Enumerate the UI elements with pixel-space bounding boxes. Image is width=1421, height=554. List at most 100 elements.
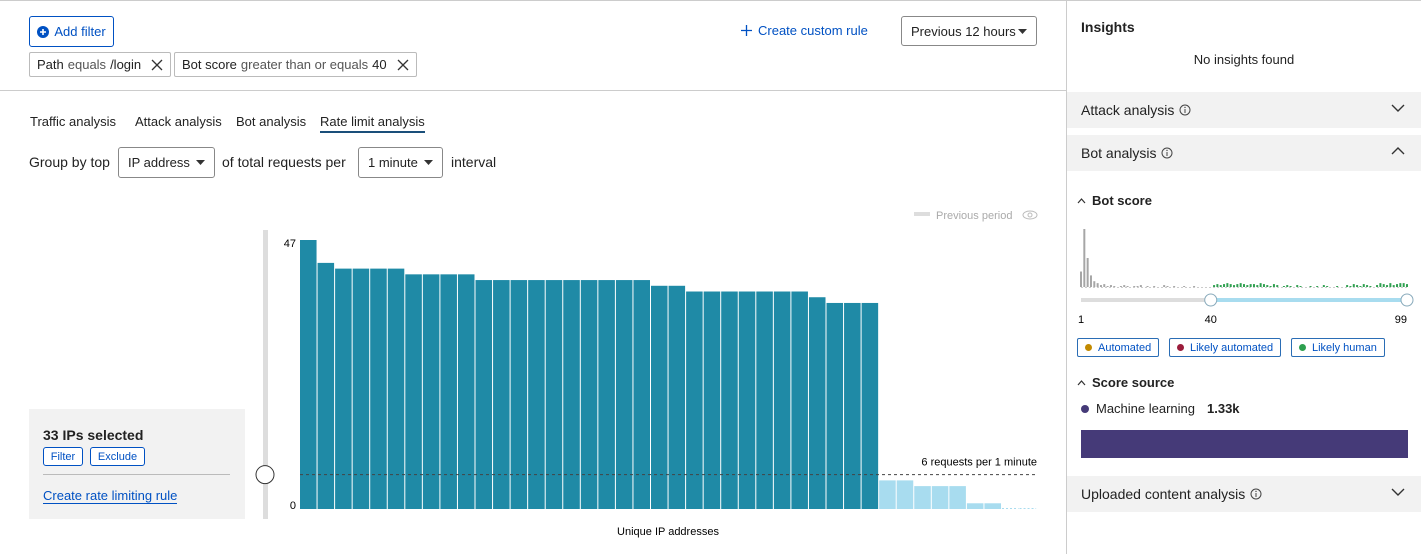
- filter-chip[interactable]: Path equals /login: [29, 52, 172, 77]
- histogram-bar: [1219, 285, 1222, 287]
- legend-chip[interactable]: Likely human: [1291, 338, 1385, 357]
- histogram-bar: [1183, 286, 1186, 287]
- legend-chip[interactable]: Likely automated: [1169, 338, 1282, 357]
- bar: [493, 280, 510, 509]
- legend-dot: [1177, 344, 1184, 351]
- bar: [580, 280, 598, 509]
- tab[interactable]: Attack analysis: [135, 114, 222, 129]
- insights-empty: No insights found: [1193, 52, 1295, 67]
- section-header[interactable]: Bot analysis: [1067, 135, 1421, 171]
- insights-title: Insights: [1081, 19, 1135, 35]
- bar: [651, 285, 668, 509]
- legend-chip[interactable]: Automated: [1077, 338, 1160, 357]
- legend-label: Previous period: [936, 210, 1012, 222]
- histogram-bar: [1322, 285, 1325, 287]
- selection-panel: 33 IPs selected Filter Exclude Create ra…: [29, 409, 245, 519]
- histogram-bar: [1216, 284, 1219, 287]
- legend-label: Likely automated: [1190, 341, 1274, 354]
- bar: [510, 280, 528, 509]
- histogram-bar: [1126, 286, 1129, 287]
- caret: [424, 160, 433, 165]
- bar: [370, 268, 387, 509]
- bar: [896, 480, 914, 509]
- section-header[interactable]: Attack analysis: [1067, 92, 1421, 128]
- bar: [773, 291, 791, 509]
- chevron: [1391, 147, 1405, 155]
- chevron: [1391, 488, 1405, 496]
- group-field-select[interactable]: IP address: [118, 147, 215, 178]
- source-bar: [1081, 430, 1408, 458]
- histogram-bar: [1089, 275, 1092, 287]
- histogram-bar: [1362, 284, 1365, 287]
- histogram-bar: [1083, 229, 1086, 287]
- subsection-title: Score source: [1092, 375, 1175, 390]
- remove-icon[interactable]: [397, 59, 409, 71]
- section-header[interactable]: Uploaded content analysis: [1067, 476, 1421, 512]
- histogram-bar: [1139, 285, 1142, 287]
- create-custom-rule[interactable]: Create custom rule: [741, 23, 868, 38]
- bar: [668, 285, 686, 509]
- histogram-bar: [1299, 286, 1302, 287]
- exclude-button[interactable]: Exclude: [90, 447, 145, 466]
- rate-rule-link[interactable]: Create rate limiting rule: [43, 488, 178, 504]
- histogram-bar: [1349, 286, 1352, 287]
- bar: [756, 291, 773, 509]
- slider-handle[interactable]: [1204, 293, 1218, 307]
- time-range-select[interactable]: Previous 12 hours: [901, 16, 1037, 46]
- link-label: Create custom rule: [758, 23, 868, 38]
- bar: [949, 486, 966, 509]
- legend-label: Likely human: [1312, 341, 1377, 354]
- y-tick-label: 47: [284, 238, 296, 250]
- filter-button[interactable]: Filter: [43, 447, 83, 466]
- bar: [615, 280, 633, 509]
- bar: [528, 280, 545, 509]
- bar: [633, 280, 650, 509]
- separator: [43, 474, 230, 475]
- histogram-bar: [1223, 284, 1226, 287]
- histogram-bar: [1392, 285, 1395, 287]
- histogram-bar: [1376, 285, 1379, 287]
- histogram-bar: [1236, 284, 1239, 287]
- filter-chip[interactable]: Bot score greater than or equals 40: [174, 52, 417, 77]
- histogram-bar: [1296, 285, 1299, 287]
- chip-operator: greater than or equals: [240, 57, 369, 72]
- histogram-bar: [1366, 285, 1369, 287]
- remove-icon[interactable]: [151, 59, 163, 71]
- score-source-heading[interactable]: Score source: [1077, 375, 1174, 390]
- histogram-bar: [1396, 284, 1399, 287]
- bar: [422, 274, 440, 509]
- bar: [686, 291, 703, 509]
- histogram-bar: [1136, 286, 1139, 287]
- histogram-bar: [1173, 286, 1176, 287]
- info-icon: [1250, 488, 1262, 500]
- source-name: Machine learning: [1096, 401, 1196, 416]
- section-title: Attack analysis: [1081, 102, 1175, 118]
- histogram-bar: [1359, 286, 1362, 287]
- tab[interactable]: Traffic analysis: [30, 114, 116, 129]
- chip-operator: equals: [67, 57, 107, 72]
- histogram-bar: [1352, 284, 1355, 287]
- tab[interactable]: Bot analysis: [236, 114, 307, 129]
- info-icon: [1161, 147, 1173, 159]
- histogram-bar: [1276, 285, 1279, 287]
- eye-icon[interactable]: [1022, 210, 1038, 220]
- bar: [703, 291, 721, 509]
- interval-select[interactable]: 1 minute: [358, 147, 443, 178]
- legend-dot: [1299, 344, 1306, 351]
- add-filter-button[interactable]: Add filter: [29, 16, 114, 47]
- bar: [844, 302, 861, 509]
- caret: [1077, 379, 1086, 385]
- slider-handle[interactable]: [1400, 293, 1414, 307]
- histogram-bar: [1243, 284, 1245, 287]
- histogram-bar: [1096, 283, 1099, 287]
- threshold-handle[interactable]: [255, 465, 275, 485]
- histogram-bar: [1386, 285, 1389, 287]
- bot-score-heading[interactable]: Bot score: [1077, 193, 1152, 208]
- section-title: Uploaded content analysis: [1081, 486, 1246, 502]
- histogram-bar: [1379, 283, 1382, 287]
- histogram-bar: [1106, 286, 1109, 287]
- tab[interactable]: Rate limit analysis: [320, 114, 425, 133]
- chip-field: Path: [37, 57, 64, 72]
- bar: [545, 280, 563, 509]
